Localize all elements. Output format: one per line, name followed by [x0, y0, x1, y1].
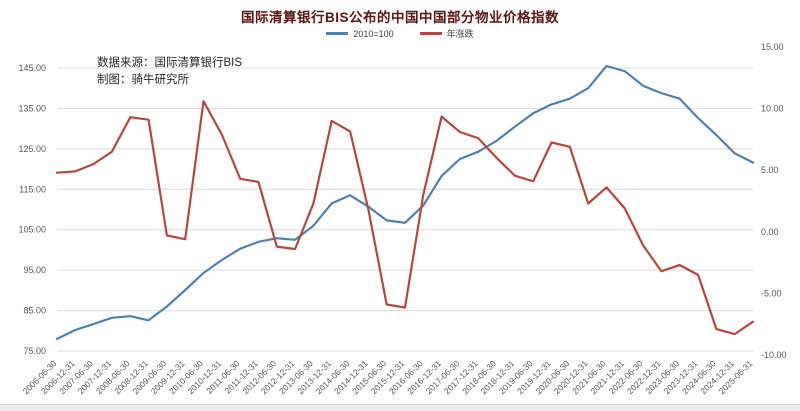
yoy-line-swatch-icon [419, 32, 442, 35]
left-axis-tick-label: 145.00 [18, 63, 46, 73]
right-axis-tick-label: 15.00 [761, 42, 784, 52]
right-axis-tick-label: 5.00 [761, 165, 779, 175]
right-axis-tick-label: 0.00 [761, 227, 779, 237]
right-axis-tick-label: 10.00 [761, 104, 784, 114]
credit-line: 制图：骑牛研究所 [97, 74, 189, 86]
source-line: 数据来源：国际清算银行BIS [97, 57, 243, 69]
series-line-yoy [55, 100, 755, 336]
left-axis-tick-label: 85.00 [23, 306, 46, 316]
left-axis-tick-label: 115.00 [19, 184, 46, 194]
data-source-note: 数据来源：国际清算银行BIS 制图：骑牛研究所 [97, 55, 242, 89]
right-axis-tick-label: -5.00 [761, 288, 782, 298]
legend-item-yoy: 年涨跌 [419, 27, 474, 40]
legend-item-label: 年涨跌 [446, 29, 474, 39]
chart-legend: 2010=100 年涨跌 [0, 27, 800, 40]
right-axis-tick-label: -10.00 [761, 350, 787, 360]
series-line-index [55, 64, 755, 340]
left-axis-tick-label: 75.00 [23, 346, 46, 356]
left-axis-tick-label: 125.00 [18, 144, 46, 154]
left-axis-tick-label: 135.00 [18, 103, 46, 113]
page-bottom-strip [0, 404, 800, 411]
chart-title: 国际清算银行BIS公布的中国中国部分物业价格指数 [240, 10, 559, 25]
left-axis-tick-label: 105.00 [18, 225, 46, 235]
legend-item-label: 2010=100 [353, 28, 394, 39]
index-line-swatch-icon [326, 32, 349, 35]
left-axis-tick-label: 95.00 [23, 265, 46, 275]
legend-item-index: 2010=100 [326, 28, 394, 39]
